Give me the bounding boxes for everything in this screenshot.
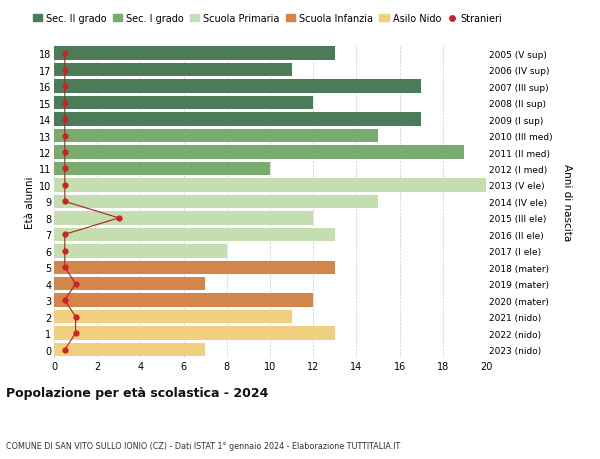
Point (71, 330, 80, 337)
Text: COMUNE DI SAN VITO SULLO IONIO (CZ) - Dati ISTAT 1° gennaio 2024 - Elaborazione : COMUNE DI SAN VITO SULLO IONIO (CZ) - Da… (6, 441, 400, 450)
Bar (54, 261, 335, 274)
Bar (54, 310, 292, 324)
Point (60, 133, 70, 140)
Bar (54, 212, 313, 225)
Point (71, 280, 80, 288)
Point (60, 297, 70, 304)
Bar (54, 228, 335, 241)
Point (60, 231, 70, 239)
Bar (54, 47, 335, 61)
Point (60, 116, 70, 123)
Bar (54, 64, 292, 77)
Bar (54, 97, 313, 110)
Point (60, 182, 70, 189)
Bar (54, 245, 227, 258)
Point (60, 67, 70, 74)
Point (60, 198, 70, 206)
Point (114, 215, 124, 222)
Bar (54, 129, 378, 143)
Y-axis label: Età alunni: Età alunni (25, 176, 35, 228)
Point (60, 247, 70, 255)
Point (60, 149, 70, 157)
Text: Popolazione per età scolastica - 2024: Popolazione per età scolastica - 2024 (6, 386, 268, 399)
Bar (54, 195, 378, 209)
Bar (54, 179, 508, 192)
Point (71, 313, 80, 321)
Bar (54, 113, 421, 127)
Y-axis label: Anni di nascita: Anni di nascita (562, 163, 572, 241)
Bar (54, 327, 335, 340)
Bar (54, 294, 313, 307)
Point (60, 50, 70, 58)
Point (60, 100, 70, 107)
Bar (54, 146, 464, 159)
Point (60, 83, 70, 90)
Bar (54, 343, 205, 357)
Legend: Sec. II grado, Sec. I grado, Scuola Primaria, Scuola Infanzia, Asilo Nido, Stran: Sec. II grado, Sec. I grado, Scuola Prim… (29, 10, 506, 28)
Bar (54, 162, 270, 176)
Bar (54, 80, 421, 94)
Point (60, 165, 70, 173)
Bar (54, 277, 205, 291)
Point (60, 346, 70, 353)
Point (60, 264, 70, 271)
